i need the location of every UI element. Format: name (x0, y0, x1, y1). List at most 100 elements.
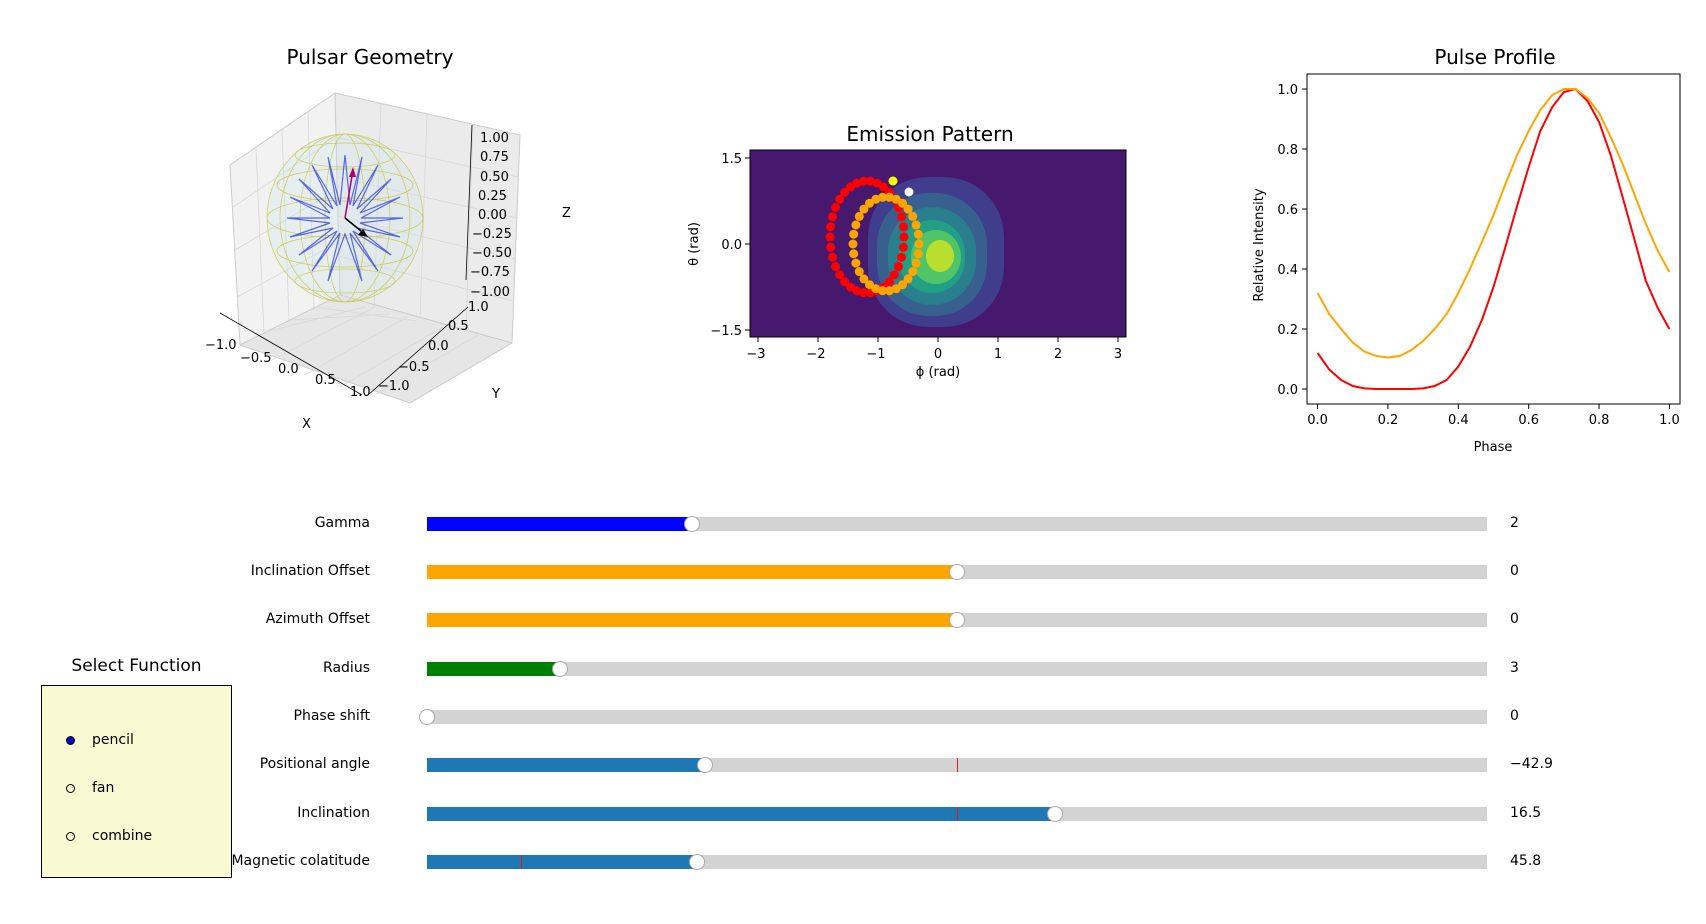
slider-track[interactable] (427, 516, 1487, 532)
slider-track[interactable] (427, 612, 1487, 628)
slider-label: Azimuth Offset (265, 611, 370, 627)
radio-option-combine[interactable]: combine (66, 828, 152, 844)
slider-track[interactable] (419, 709, 1487, 725)
emission-x-tick: 2 (1054, 347, 1062, 362)
profile-frame (1306, 73, 1681, 405)
slider-value: 0 (1510, 611, 1519, 627)
emission-point (859, 274, 869, 284)
slider-label: Positional angle (259, 756, 370, 772)
slider-track[interactable] (427, 564, 1487, 580)
line-of-sight-arrowhead (358, 229, 368, 237)
emission-y-tick: −1.5 (710, 324, 742, 339)
slider-label: Gamma (314, 515, 370, 531)
emission-point (854, 211, 864, 221)
slider-track[interactable] (427, 757, 1487, 773)
emission-point (879, 182, 888, 192)
emission-point (878, 286, 888, 296)
emission-x-tick: 1 (994, 347, 1002, 362)
radio-button-selected-icon[interactable] (66, 735, 75, 745)
emission-point (891, 284, 901, 294)
emission-point (884, 286, 894, 296)
profile-x-tick: 0.8 (1589, 413, 1610, 428)
emission-point (878, 192, 888, 202)
emission-point (884, 192, 894, 202)
profile-series-line (1316, 88, 1671, 359)
emission-point (831, 203, 840, 212)
y-tick-label: −1.0 (378, 379, 410, 394)
slider-value: 0 (1510, 708, 1519, 724)
slider-fill (427, 855, 698, 869)
radio-button-icon[interactable] (66, 831, 75, 841)
slider-handle[interactable] (696, 757, 713, 773)
geometry-title: Pulsar Geometry (286, 45, 454, 69)
radio-label: combine (92, 828, 153, 844)
geometry-3d-plot[interactable]: −1.0 −0.5 0.0 0.5 1.0 −1.0 −0.5 0.0 0.5 … (200, 85, 600, 455)
slider-fill (427, 565, 957, 579)
y-tick-label: 0.5 (448, 319, 469, 334)
marker-yellow (888, 176, 898, 186)
radio-option-pencil[interactable]: pencil (66, 732, 134, 748)
emission-point (911, 258, 921, 268)
emission-pattern-plot[interactable]: −3 −2 −1 0 1 2 3 ϕ (rad) 1.5 0.0 −1.5 θ … (670, 140, 1140, 390)
z-axis-label: Z (562, 206, 571, 221)
emission-point (899, 232, 909, 242)
emission-point (898, 198, 907, 208)
slider-initial-marker (521, 855, 523, 869)
slider-handle[interactable] (1046, 806, 1063, 822)
emission-point (898, 222, 908, 232)
slider-value: 2 (1510, 515, 1519, 531)
profile-x-tick: 0.2 (1378, 413, 1399, 428)
slider-label: Inclination Offset (250, 563, 370, 579)
z-axis-line (465, 124, 473, 281)
emission-point (859, 176, 869, 186)
emission-title: Emission Pattern (846, 122, 1014, 146)
emission-point (851, 258, 861, 268)
emission-point (903, 274, 913, 284)
slider-track[interactable] (427, 661, 1487, 677)
slider-handle[interactable] (949, 612, 965, 628)
profile-x-label: Phase (1474, 440, 1513, 455)
slider-track[interactable] (427, 854, 1487, 870)
radio-button-icon[interactable] (66, 783, 75, 793)
emission-y-tick: 0.0 (721, 238, 742, 253)
radio-option-fan[interactable]: fan (66, 780, 114, 796)
emission-y-label: θ (rad) (687, 222, 702, 266)
emission-y-tick: 1.5 (721, 152, 742, 167)
slider-handle[interactable] (551, 661, 568, 677)
emission-x-tick: −3 (746, 347, 765, 362)
emission-point (840, 277, 850, 287)
z-tick-label: −0.25 (472, 227, 512, 242)
emission-point (898, 242, 908, 252)
pane-floor (238, 294, 514, 404)
slider-handle[interactable] (419, 709, 435, 725)
emission-point (894, 262, 903, 271)
emission-x-tick: −2 (806, 347, 825, 362)
profile-y-tick: 0.2 (1277, 323, 1298, 338)
grid-lines (232, 102, 519, 396)
emission-rings (825, 176, 924, 298)
slider-track[interactable] (427, 806, 1487, 822)
z-tick-label: 0.75 (480, 150, 509, 165)
slider-handle[interactable] (949, 564, 965, 580)
profile-y-tick: 0.4 (1277, 263, 1298, 278)
slider-handle[interactable] (684, 516, 700, 532)
y-tick-label: −0.5 (398, 360, 430, 375)
profile-series-line (1316, 87, 1671, 390)
slider-fill (427, 662, 560, 676)
emission-point (903, 204, 913, 214)
emission-point (849, 229, 859, 239)
emission-point (840, 187, 850, 197)
emission-point (859, 204, 869, 214)
z-tick-label: 0.50 (480, 170, 509, 185)
emission-cone (286, 154, 404, 282)
slider-value: 45.8 (1510, 853, 1542, 869)
z-tick-label: −1.00 (470, 285, 510, 300)
slider-handle[interactable] (689, 854, 706, 870)
emission-point (913, 249, 923, 259)
radio-label: pencil (92, 732, 134, 748)
emission-point (908, 211, 918, 221)
pulse-profile-plot[interactable]: 0.0 0.2 0.4 0.6 0.8 1.0 0.0 0.2 0.4 0.6 0.8 1.0 Pha… (1240, 60, 1700, 470)
emission-point (835, 194, 845, 204)
function-radio-group: pencil fan combine (41, 685, 232, 878)
profile-y-tick: 0.0 (1277, 383, 1298, 398)
